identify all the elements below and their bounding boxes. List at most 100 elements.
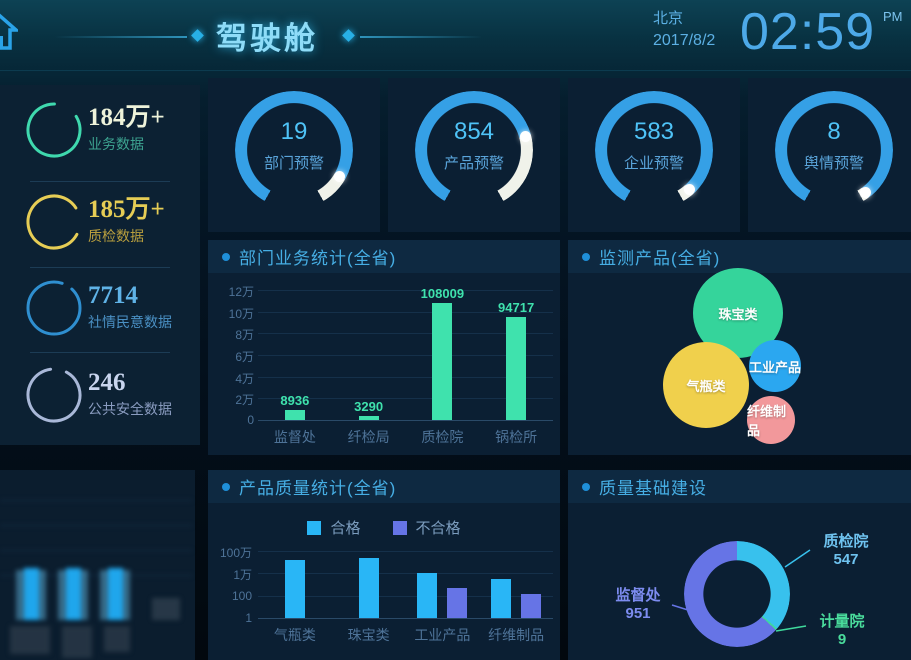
bubble-纤维制品[interactable]: 纤维制品 <box>747 396 795 444</box>
legend-label: 合格 <box>330 520 361 537</box>
product-quality-chart: 合格 不合格 100万 1万 100 1 气瓶类 珠宝类 工业产品 纤维制品 <box>208 503 560 660</box>
stat-value: 184万+ <box>88 104 165 131</box>
legend-label: 不合格 <box>415 520 461 537</box>
gridline <box>258 595 553 597</box>
legend-item-fail[interactable]: 不合格 <box>392 517 461 538</box>
gauge-ring <box>775 91 893 209</box>
dept-bar[interactable] <box>432 302 453 420</box>
donut-label-zhijianyuan: 质检院 547 <box>808 533 884 569</box>
stat-item-inspection: 185万+ 质检数据 <box>0 192 200 256</box>
pass-bar[interactable] <box>417 573 438 618</box>
x-axis-category-label: 气瓶类 <box>273 627 316 643</box>
dept-bar[interactable] <box>506 317 527 420</box>
dept-bar[interactable] <box>358 416 379 420</box>
gauge-label: 部门预警 <box>263 155 324 172</box>
stat-ring-icon <box>26 280 82 336</box>
slice-label: 质检院 <box>823 533 869 550</box>
y-axis-tick-label: 2万 <box>235 393 254 408</box>
panel-header: 部门业务统计(全省) <box>208 240 560 273</box>
bar-value-label: 8936 <box>280 393 310 409</box>
monitored-products-panel: 监测产品(全省) 珠宝类 工业产品 气瓶类 纤维制品 <box>568 240 911 455</box>
stat-label: 公共安全数据 <box>88 401 172 417</box>
y-axis-tick-label: 8万 <box>235 328 254 343</box>
gauge-dot <box>334 171 346 182</box>
sidebar-divider <box>30 267 170 268</box>
home-icon[interactable] <box>0 12 18 52</box>
bubble-气瓶类[interactable]: 气瓶类 <box>663 342 749 428</box>
panel-title: 监测产品(全省) <box>599 249 721 268</box>
pass-bar[interactable] <box>491 579 512 618</box>
bar-value-label: 94717 <box>498 300 535 316</box>
gauge-ring <box>415 91 533 209</box>
y-axis-tick-label: 1万 <box>233 568 252 583</box>
y-axis-tick-label: 100 <box>231 588 252 603</box>
fail-bar[interactable] <box>447 588 468 618</box>
x-axis-category-label: 锅检所 <box>495 429 538 445</box>
gridline <box>258 573 553 575</box>
sidebar-stats-panel: 184万+ 业务数据 185万+ 质检数据 7714 社情民意数据 246 <box>0 85 200 445</box>
stat-label: 社情民意数据 <box>88 314 172 330</box>
title-line-left <box>55 36 187 38</box>
legend-swatch-pass <box>307 520 322 535</box>
product-quality-panel: 产品质量统计(全省) 合格 不合格 100万 1万 100 1 气瓶类 珠宝类 工业产品 纤维… <box>208 470 560 660</box>
cutoff-blurred-chart-panel <box>0 470 195 660</box>
slice-value: 9 <box>837 631 847 648</box>
quality-infrastructure-chart: 质检院 547 监督处 951 计量院 9 <box>568 503 911 660</box>
stat-value: 185万+ <box>88 196 165 223</box>
dept-stats-chart: 12万 10万 8万 6万 4万 2万 0 8936 监督处 3290 纤检局 108009 质检院 94… <box>208 273 560 455</box>
donut-label-jiliangyuan: 计量院 9 <box>804 613 880 649</box>
gauge-ring <box>595 91 713 209</box>
legend-item-pass[interactable]: 合格 <box>307 517 361 538</box>
stat-value: 7714 <box>88 282 138 309</box>
chart-legend: 合格 不合格 <box>208 517 560 538</box>
bubble-工业产品[interactable]: 工业产品 <box>749 340 801 392</box>
gauge-ring <box>235 91 353 209</box>
y-axis-tick-label: 10万 <box>228 306 254 321</box>
fail-bar[interactable] <box>521 594 542 618</box>
panel-title: 部门业务统计(全省) <box>239 249 397 268</box>
title-line-right <box>360 36 482 38</box>
donut-chart[interactable] <box>684 541 790 647</box>
gauge-label: 产品预警 <box>443 155 504 172</box>
gauge-panel-sentiment: 8 舆情预警 <box>748 78 911 232</box>
clock-meridiem: PM <box>883 9 903 24</box>
gauge-value: 854 <box>453 118 495 145</box>
gauge-dot <box>859 187 871 199</box>
pass-bar[interactable] <box>358 558 379 618</box>
stat-ring-icon <box>26 367 82 423</box>
blurred-chart <box>0 470 195 660</box>
dept-bar[interactable] <box>284 410 305 420</box>
stat-label: 业务数据 <box>88 136 144 152</box>
gauge-dot <box>519 130 531 142</box>
gauge-panel-enterprise: 583 企业预警 <box>568 78 740 232</box>
clock-time: 02:59 <box>740 3 876 61</box>
gauge-label: 企业预警 <box>623 155 684 172</box>
x-axis-category-label: 工业产品 <box>414 627 471 643</box>
gridline <box>258 333 553 335</box>
gauge-value: 8 <box>827 118 841 145</box>
gauge-value: 19 <box>280 118 308 145</box>
gridline <box>258 551 553 552</box>
gauge-label: 舆情预警 <box>803 155 864 172</box>
gridline <box>258 376 553 378</box>
stat-ring-icon <box>26 102 82 158</box>
gridline <box>258 355 553 356</box>
pass-bar[interactable] <box>284 560 305 618</box>
bullet-icon <box>222 252 230 261</box>
stat-item-business: 184万+ 业务数据 <box>0 100 200 164</box>
top-header: 驾驶舱 北京 2017/8/2 02:59 PM <box>0 0 911 71</box>
gridline <box>258 311 553 313</box>
gauge-panel-dept: 19 部门预警 <box>208 78 380 232</box>
donut-leader-lines <box>671 549 811 632</box>
stat-label: 质检数据 <box>88 228 144 244</box>
x-axis-category-label: 珠宝类 <box>347 627 390 643</box>
stat-item-public-safety: 246 公共安全数据 <box>0 365 200 429</box>
city-label: 北京 <box>653 10 684 27</box>
dept-stats-chart-panel: 部门业务统计(全省) 12万 10万 8万 6万 4万 2万 0 8936 监督处 3290 纤检局… <box>208 240 560 455</box>
bullet-icon <box>582 252 590 261</box>
stat-item-public-opinion: 7714 社情民意数据 <box>0 278 200 342</box>
monitored-products-chart: 珠宝类 工业产品 气瓶类 纤维制品 <box>568 268 911 455</box>
slice-value: 951 <box>625 605 651 622</box>
y-axis-tick-label: 4万 <box>235 371 254 386</box>
y-axis-tick-label: 100万 <box>219 546 252 560</box>
